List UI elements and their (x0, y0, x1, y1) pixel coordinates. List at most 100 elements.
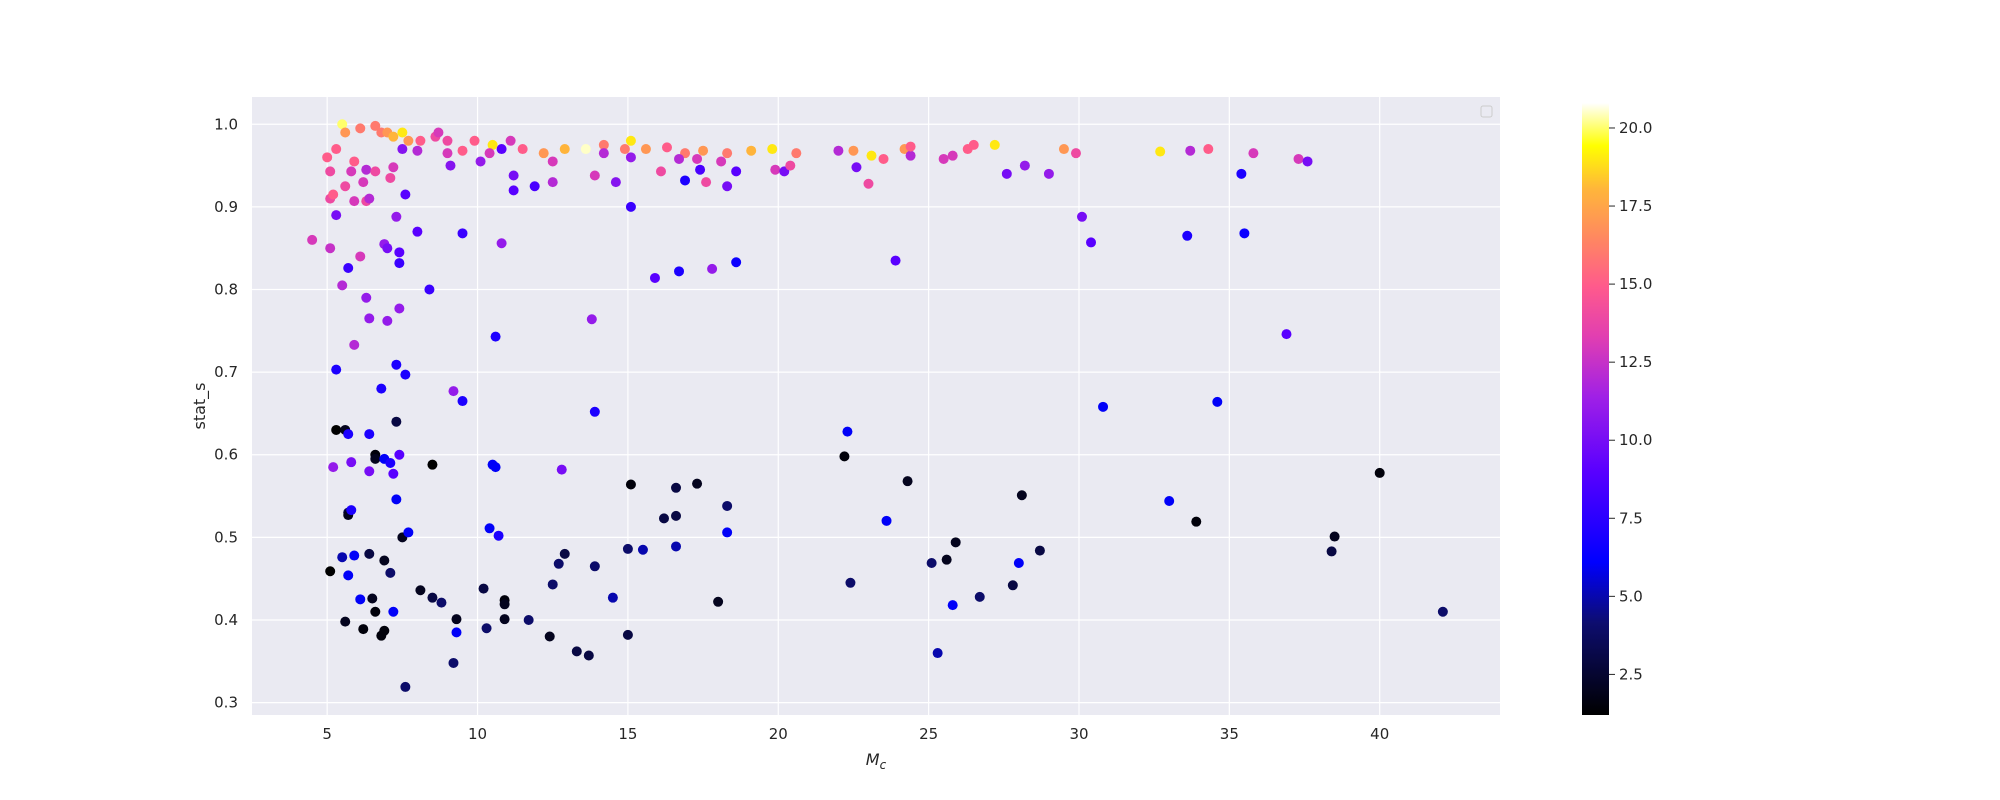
x-axis-label-subscript: c (880, 758, 887, 772)
scatter-point (1098, 401, 1109, 412)
scatter-point (448, 657, 459, 668)
scatter-point (448, 386, 459, 397)
scatter-point (589, 561, 600, 572)
scatter-point (475, 156, 486, 167)
scatter-point (349, 156, 360, 167)
scatter-point (376, 383, 387, 394)
x-tick-label: 15 (618, 725, 637, 743)
scatter-point (382, 243, 393, 254)
scatter-point (538, 148, 549, 159)
scatter-point (457, 228, 468, 239)
scatter-point (713, 596, 724, 607)
scatter-point (379, 625, 390, 636)
y-tick-label: 1.0 (214, 115, 238, 133)
scatter-point (490, 331, 501, 342)
y-tick-label: 0.6 (214, 446, 238, 464)
scatter-point (385, 458, 396, 469)
scatter-point (442, 135, 453, 146)
scatter-point (1329, 531, 1340, 542)
scatter-point (529, 181, 540, 192)
scatter-point (484, 148, 495, 159)
scatter-point (658, 513, 669, 524)
scatter-point (583, 650, 594, 661)
scatter-point (1203, 144, 1214, 155)
scatter-point (586, 314, 597, 325)
y-tick-label: 0.5 (214, 528, 238, 546)
scatter-point (370, 453, 381, 464)
scatter-point (379, 555, 390, 566)
scatter-point (674, 153, 685, 164)
scatter-point (1007, 580, 1018, 591)
scatter-point (370, 120, 381, 131)
scatter-point (388, 162, 399, 173)
scatter-point (767, 144, 778, 155)
scatter-point (1016, 490, 1027, 501)
y-axis-label: stat_s (190, 382, 210, 429)
scatter-point (355, 594, 366, 605)
scatter-point (589, 170, 600, 181)
scatter-point (400, 189, 411, 200)
scatter-point (938, 153, 949, 164)
scatter-point (902, 476, 913, 487)
scatter-point (358, 177, 369, 188)
scatter-point (391, 416, 402, 427)
scatter-point (394, 303, 405, 314)
scatter-point (625, 201, 636, 212)
scatter-point (340, 616, 351, 627)
data-points (307, 119, 1448, 692)
scatter-point (499, 614, 510, 625)
scatter-point (385, 567, 396, 578)
scatter-point (394, 449, 405, 460)
scatter-point (598, 139, 609, 150)
scatter-point (340, 181, 351, 192)
scatter-point (457, 145, 468, 156)
scatter-point (493, 530, 504, 541)
scatter-point (364, 466, 375, 477)
y-tick-label: 0.4 (214, 611, 238, 629)
scatter-point (1058, 144, 1069, 155)
scatter-point (385, 172, 396, 183)
scatter-point (598, 148, 609, 159)
legend-box (1480, 105, 1493, 118)
scatter-point (427, 459, 438, 470)
scatter-point (391, 359, 402, 370)
colorbar-tick-label: 2.5 (1619, 665, 1643, 683)
scatter-point (890, 255, 901, 266)
scatter-point (866, 150, 877, 161)
scatter-point (698, 145, 709, 156)
scatter-point (671, 541, 682, 552)
scatter-point (989, 139, 1000, 150)
scatter-point (833, 145, 844, 156)
scatter-point (661, 142, 672, 153)
scatter-point (355, 251, 366, 262)
scatter-point (926, 557, 937, 568)
scatter-point (364, 313, 375, 324)
scatter-point (367, 593, 378, 604)
x-tick-label: 40 (1370, 725, 1389, 743)
scatter-point (671, 482, 682, 493)
scatter-point (322, 152, 333, 163)
scatter-point (391, 494, 402, 505)
scatter-point (722, 527, 733, 538)
scatter-point (331, 144, 342, 155)
scatter-point (619, 144, 630, 155)
scatter-point (517, 144, 528, 155)
scatter-point (947, 600, 958, 611)
y-tick-label: 0.9 (214, 198, 238, 216)
scatter-point (655, 166, 666, 177)
scatter-point (388, 606, 399, 617)
colorbar (1582, 103, 1609, 715)
scatter-point (364, 193, 375, 204)
scatter-point (671, 510, 682, 521)
scatter-point (505, 135, 516, 146)
scatter-point (445, 160, 456, 171)
scatter-point (499, 599, 510, 610)
scatter-point (707, 263, 718, 274)
scatter-point (905, 141, 916, 152)
scatter-point (346, 457, 357, 468)
scatter-point (941, 554, 952, 565)
y-axis-ticks: 0.3 0.4 0.5 0.6 0.7 0.8 0.9 1.0 (214, 115, 238, 711)
scatter-point (508, 170, 519, 181)
scatter-point (722, 181, 733, 192)
